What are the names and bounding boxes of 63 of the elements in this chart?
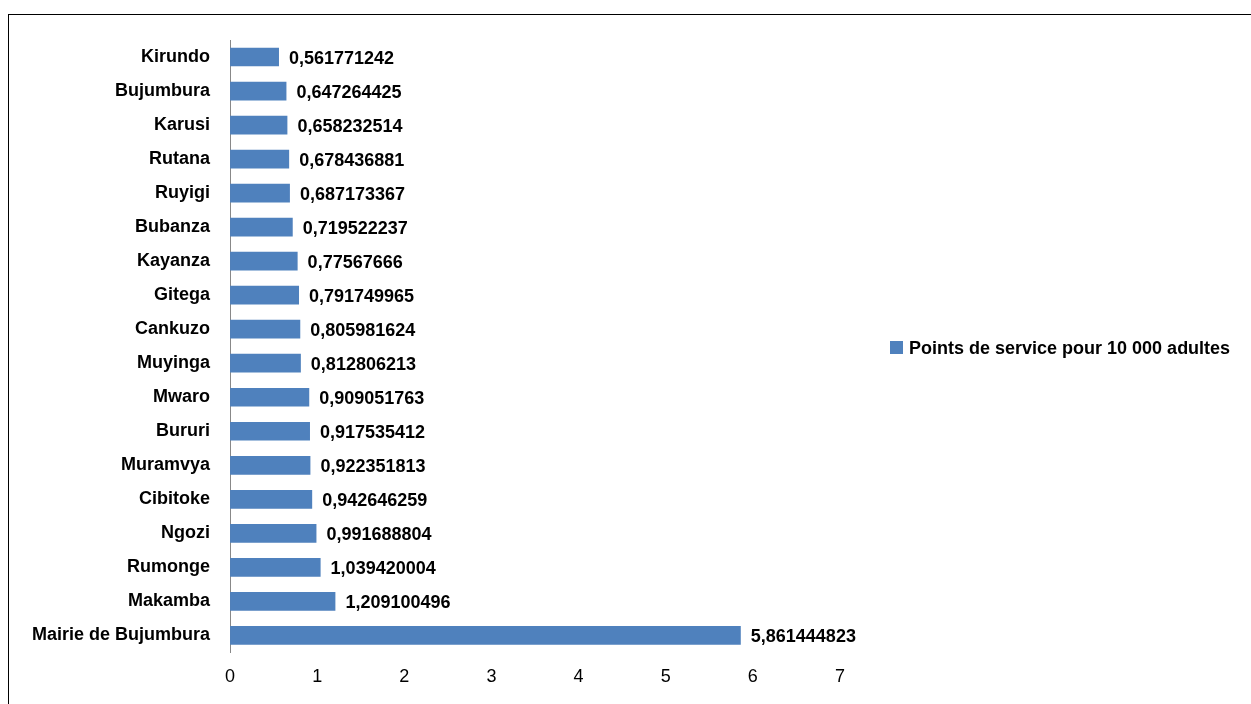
y-tick-label: Rutana [149,148,212,169]
data-label: 0,561771242 [288,47,395,68]
y-tick-label: Rumonge [127,556,211,577]
bar [230,81,287,101]
bar [230,523,317,543]
x-tick-label: 4 [573,666,584,687]
y-tick-label: Karusi [154,114,211,135]
data-label: 0,917535412 [319,422,426,443]
x-tick-label: 6 [747,666,758,687]
y-tick-label: Gitega [154,284,212,305]
data-label: 0,678436881 [299,150,405,171]
bar [230,47,279,67]
y-tick-label: Mwaro [153,386,211,407]
data-label: 0,909051763 [319,388,425,409]
y-tick-label: Ruyigi [155,182,211,203]
x-tick-label: 3 [486,666,497,687]
y-tick-label: Kirundo [141,45,211,66]
y-tick-label: Bubanza [135,216,212,237]
bar [230,592,336,611]
bar [230,251,298,271]
y-tick-label: Kayanza [136,250,212,271]
bar [230,557,321,577]
data-label: 0,922351813 [320,456,426,477]
data-label: 0,687173367 [299,184,406,205]
data-label: 0,805981624 [310,320,416,341]
x-tick-label: 0 [225,666,236,687]
bar [230,149,290,169]
x-tick-label: 1 [312,666,323,687]
data-label: 0,812806213 [310,354,416,375]
x-tick-label: 7 [834,666,846,687]
y-tick-label: Ngozi [161,522,211,543]
bar [230,183,290,203]
y-tick-label: Bururi [156,420,211,441]
y-tick-label: Cibitoke [139,488,211,509]
x-tick-label: 2 [399,666,410,687]
data-label: 0,719522237 [302,218,408,239]
y-tick-label: Bujumbura [115,80,212,100]
data-label: 1,209100496 [345,592,451,613]
bar [230,115,288,135]
bar [230,387,310,407]
x-tick-label: 5 [660,666,671,687]
y-tick-label: Makamba [127,590,212,611]
legend-label: Points de service pour 10 000 adultes [909,337,1231,360]
bar [230,421,310,441]
data-label: 0,791749965 [309,286,415,307]
bar [230,455,311,475]
bar [230,319,301,339]
bar [230,353,301,373]
y-tick-label: Cankuzo [135,318,211,339]
bar [230,626,741,645]
y-tick-label: Muyinga [137,352,212,373]
data-label: 0,647264425 [296,82,402,102]
data-label: 0,942646259 [322,490,428,511]
data-label: 0,991688804 [326,524,432,545]
bar [230,489,313,509]
data-label: 0,658232514 [297,116,403,137]
y-tick-label: Mairie de Bujumbura [32,624,212,645]
data-label: 0,77567666 [307,252,403,273]
data-label: 1,039420004 [330,558,436,579]
bar [230,285,300,305]
bar [230,217,293,237]
data-label: 5,861444823 [750,626,856,647]
y-tick-label: Muramvya [120,454,212,475]
